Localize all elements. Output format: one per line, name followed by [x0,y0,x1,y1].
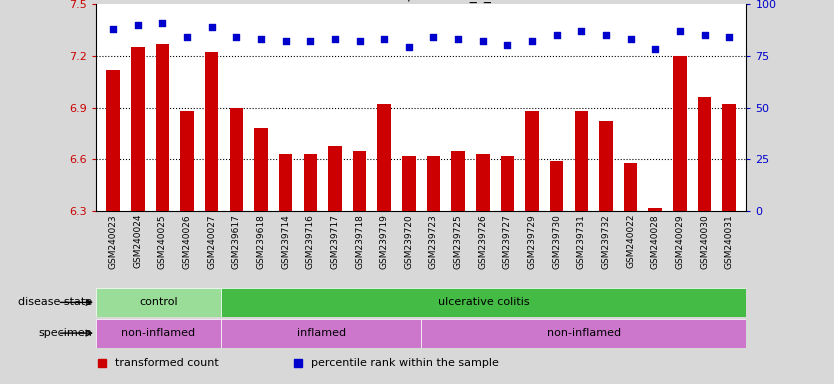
Point [500,42,514,48]
Point [304,38,317,44]
Text: transformed count: transformed count [115,358,219,368]
Bar [451,151,465,211]
Point [649,46,662,53]
Point [624,36,637,42]
Bar [722,104,736,211]
Bar [180,111,193,211]
Point [451,36,465,42]
Text: percentile rank within the sample: percentile rank within the sample [310,358,499,368]
Bar [575,111,588,211]
Point [476,38,490,44]
Bar [550,161,564,211]
Point [673,28,686,34]
Bar [421,319,746,348]
Point [156,20,169,26]
Point [600,32,613,38]
Point [427,34,440,40]
Point [722,34,736,40]
Bar [328,146,342,211]
Point [378,36,391,42]
Point [229,34,243,40]
Point [131,22,144,28]
Point [254,36,268,42]
Bar [698,97,711,211]
Bar [427,156,440,211]
Bar [107,70,120,211]
Bar [156,43,169,211]
Bar [599,121,613,211]
Bar [402,156,415,211]
Point [575,28,588,34]
Text: ulcerative colitis: ulcerative colitis [438,297,530,308]
Point [353,38,366,44]
Title: GDS3119 / 202184_s_at: GDS3119 / 202184_s_at [338,0,505,3]
Bar [649,208,662,211]
Text: non-inflamed: non-inflamed [122,328,195,338]
Point [525,38,539,44]
Bar [673,56,686,211]
Text: inflamed: inflamed [297,328,345,338]
Point [402,44,415,50]
Point [550,32,564,38]
Bar [96,319,221,348]
Bar [205,52,219,211]
Point [107,26,120,32]
Point [205,23,219,30]
Point [180,34,193,40]
Bar [254,128,268,211]
Bar [279,154,293,211]
Text: disease state: disease state [18,297,92,308]
Text: non-inflamed: non-inflamed [547,328,620,338]
Bar [221,288,746,317]
Bar [304,154,317,211]
Bar [624,163,637,211]
Text: control: control [139,297,178,308]
Bar [525,111,539,211]
Bar [378,104,391,211]
Bar [353,151,366,211]
Bar [221,319,421,348]
Point [329,36,342,42]
Text: specimen: specimen [38,328,92,338]
Point [279,38,293,44]
Bar [476,154,490,211]
Bar [96,288,221,317]
Point [698,32,711,38]
Bar [500,156,515,211]
Bar [229,108,244,211]
Bar [131,47,144,211]
